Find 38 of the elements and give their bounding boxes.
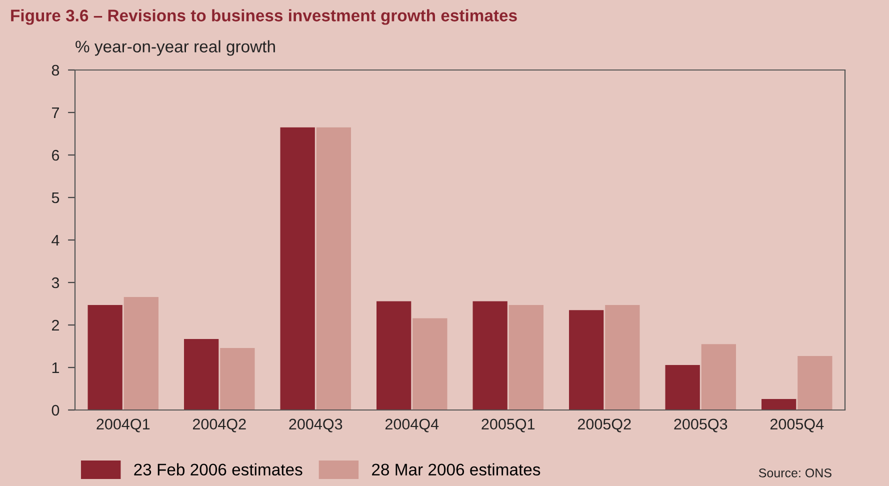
y-tick-label: 3 bbox=[52, 277, 60, 288]
bar bbox=[569, 310, 604, 410]
y-tick-label: 5 bbox=[52, 192, 60, 204]
bar bbox=[184, 339, 219, 410]
y-tick-label: 8 bbox=[52, 64, 60, 76]
bar bbox=[376, 301, 412, 410]
bar bbox=[412, 318, 448, 410]
y-tick-label: 0 bbox=[52, 404, 60, 416]
y-tick-label: 2 bbox=[52, 320, 59, 331]
bar bbox=[508, 305, 544, 410]
legend-label: 28 Mar 2006 estimates bbox=[372, 463, 540, 476]
bar bbox=[798, 356, 832, 410]
x-tick-label: 2005Q2 bbox=[578, 418, 631, 432]
bar bbox=[605, 305, 640, 410]
x-tick-label: 2004Q2 bbox=[192, 418, 246, 432]
bar bbox=[472, 301, 508, 410]
bar bbox=[701, 344, 736, 410]
x-tick-label: 2004Q1 bbox=[96, 418, 150, 432]
bar bbox=[88, 305, 122, 410]
x-tick-label: 2004Q3 bbox=[289, 418, 342, 432]
bar bbox=[665, 364, 700, 410]
source-note: Source: ONS bbox=[758, 468, 832, 478]
bar bbox=[316, 127, 351, 410]
x-tick-label: 2005Q3 bbox=[674, 418, 728, 432]
bar bbox=[762, 398, 796, 410]
legend-label: 23 Feb 2006 estimates bbox=[134, 463, 302, 476]
x-tick-label: 2004Q4 bbox=[385, 418, 439, 432]
chart-title: Figure 3.6 – Revisions to business investment growth estimates bbox=[11, 9, 517, 25]
y-tick-label: 4 bbox=[52, 235, 60, 246]
y-tick-label: 1 bbox=[52, 362, 59, 374]
x-tick-label: 2005Q1 bbox=[482, 418, 535, 432]
y-axis-title: % year-on-year real growth bbox=[76, 40, 275, 56]
y-tick-label: 7 bbox=[52, 108, 59, 118]
y-tick-label: 6 bbox=[52, 150, 60, 161]
bar bbox=[124, 296, 158, 410]
bar bbox=[280, 127, 315, 410]
x-tick-label: 2005Q4 bbox=[770, 418, 824, 432]
bar bbox=[220, 348, 255, 410]
